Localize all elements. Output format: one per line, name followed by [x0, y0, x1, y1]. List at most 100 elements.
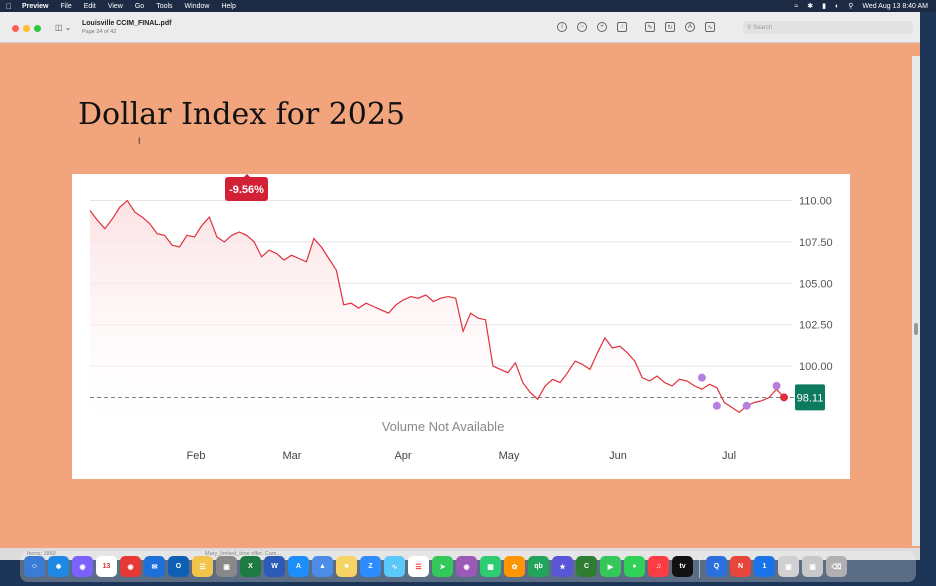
markup-pen-icon[interactable]: ✎ [645, 22, 655, 32]
zoom-in-icon[interactable]: + [597, 22, 607, 32]
dollar-index-chart: 110.00 107.50 105.00 102.50 100.00 98.11 -9.56… [72, 174, 850, 479]
calendar-icon[interactable]: 13 [96, 556, 117, 577]
downloads-stack-icon[interactable]: ▣ [778, 556, 799, 577]
annotate-icon[interactable]: A [685, 22, 695, 32]
volume-note: Volume Not Available [382, 419, 505, 434]
menu-bar:  Preview File Edit View Go Tools Window… [0, 0, 936, 12]
mail-icon[interactable]: ✉ [144, 556, 165, 577]
numbers-icon[interactable]: ▦ [480, 556, 501, 577]
facetime-icon[interactable]: ▶ [600, 556, 621, 577]
reminders-icon[interactable]: ☰ [408, 556, 429, 577]
items-count: Items: 1869 [27, 551, 56, 557]
menu-tools[interactable]: Tools [150, 2, 172, 10]
y-tick-label: 107.50 [799, 237, 833, 249]
document-title: Louisville CCIM_FINAL.pdf [82, 20, 172, 27]
freeform-icon[interactable]: ∿ [384, 556, 405, 577]
battery-icon[interactable]: ▮ [822, 3, 826, 10]
series-line [89, 199, 785, 414]
podcasts-icon[interactable]: ◉ [456, 556, 477, 577]
x-tick-label: May [499, 450, 520, 462]
zoom-window-button[interactable] [34, 25, 41, 32]
trash-icon[interactable]: ⌫ [826, 556, 847, 577]
search-icon: ⚲ [747, 25, 754, 31]
pdf-page[interactable]: Dollar Index for 2025 I 110.00 107.50 105.… [10, 43, 912, 536]
bluetooth-icon[interactable]: ✱ [807, 3, 814, 10]
apple-tv-icon[interactable]: tv [672, 556, 693, 577]
excel-icon[interactable]: X [240, 556, 261, 577]
siri-icon[interactable]: ◉ [72, 556, 93, 577]
text-cursor-icon: I [138, 136, 141, 146]
1password-icon[interactable]: 1 [754, 556, 775, 577]
y-tick-label: 110.00 [799, 196, 832, 208]
quickbooks-icon[interactable]: qb [528, 556, 549, 577]
vertical-scrollbar[interactable] [912, 56, 920, 546]
menu-edit[interactable]: Edit [77, 2, 96, 10]
x-tick-label: Jul [722, 450, 736, 462]
preview-window: ◫ ⌄ Louisville CCIM_FINAL.pdf Page 24 of… [0, 12, 920, 560]
preview-app-icon[interactable]: ▣ [216, 556, 237, 577]
event-marker [697, 373, 706, 382]
safari-icon[interactable]: ✹ [48, 556, 69, 577]
series-area [90, 200, 784, 424]
zoom-out-icon[interactable]: − [577, 22, 587, 32]
y-tick-label: 102.50 [799, 320, 833, 332]
x-tick-label: Feb [187, 450, 206, 462]
event-marker [742, 401, 751, 410]
menu-go[interactable]: Go [128, 2, 144, 10]
dock-separator [699, 555, 700, 578]
page-title: Dollar Index for 2025 [78, 97, 406, 132]
menu-view[interactable]: View [101, 2, 123, 10]
keynote-icon[interactable]: ▲ [312, 556, 333, 577]
search-field[interactable]: ⚲ Search [743, 21, 913, 34]
finder-icon[interactable]: ☺ [24, 556, 45, 577]
menu-window[interactable]: Window [178, 2, 210, 10]
music-icon[interactable]: ♫ [648, 556, 669, 577]
y-tick-label: 100.00 [799, 361, 833, 373]
change-badge-label: -9.56% [229, 184, 264, 196]
menu-app-name[interactable]: Preview [16, 2, 48, 10]
photos-icon[interactable]: ✿ [504, 556, 525, 577]
wifi-icon[interactable]: ≈ [794, 2, 799, 10]
x-tick-label: Apr [394, 450, 411, 462]
x-tick-label: Jun [609, 450, 627, 462]
notes-icon[interactable]: ☰ [192, 556, 213, 577]
documents-stack-icon[interactable]: ▣ [802, 556, 823, 577]
rotate-icon[interactable]: ↻ [665, 22, 675, 32]
close-window-button[interactable] [12, 25, 19, 32]
event-marker [772, 381, 781, 390]
menubar-clock[interactable]: Wed Aug 13 8:40 AM [862, 2, 928, 10]
menu-help[interactable]: Help [215, 2, 235, 10]
status-file-text: Mary_limited_time offer. Cam... [205, 551, 282, 557]
word-icon[interactable]: W [264, 556, 285, 577]
camtasia-icon[interactable]: C [576, 556, 597, 577]
sign-icon[interactable]: ∿ [705, 22, 715, 32]
app-store-icon[interactable]: A [288, 556, 309, 577]
current-value-label: 98.11 [797, 392, 824, 404]
news-icon[interactable]: N [730, 556, 751, 577]
stickies-icon[interactable]: ■ [336, 556, 357, 577]
scrollbar-thumb[interactable] [914, 323, 918, 335]
last-point-marker [780, 393, 788, 402]
imovie-icon[interactable]: ★ [552, 556, 573, 577]
sidebar-toggle-icon[interactable]: ◫ ⌄ [55, 23, 72, 32]
info-icon[interactable]: i [557, 22, 567, 32]
apple-menu-icon[interactable]:  [6, 2, 12, 11]
minimize-window-button[interactable] [23, 25, 30, 32]
dock: ☺ ✹ ◉ 13 ◉ ✉ O ☰ ▣ X W A ▲ ■ Z ∿ ☰ ➤ ◉ ▦… [20, 551, 916, 582]
outlook-icon[interactable]: O [168, 556, 189, 577]
quicktime-icon[interactable]: Q [706, 556, 727, 577]
menu-file[interactable]: File [54, 2, 71, 10]
maps-icon[interactable]: ➤ [432, 556, 453, 577]
control-center-icon[interactable]: ◐ [834, 2, 840, 10]
chart-svg: 110.00 107.50 105.00 102.50 100.00 98.11 -9.56… [89, 174, 833, 462]
share-icon[interactable]: ↑ [617, 22, 627, 32]
window-toolbar: ◫ ⌄ Louisville CCIM_FINAL.pdf Page 24 of… [0, 12, 920, 43]
spotlight-search-icon[interactable]: ⚲ [848, 3, 854, 10]
zoom-icon[interactable]: Z [360, 556, 381, 577]
messages-icon[interactable]: ● [624, 556, 645, 577]
document-page-indicator: Page 24 of 42 [82, 29, 117, 35]
change-badge [225, 177, 268, 201]
chrome-icon[interactable]: ◉ [120, 556, 141, 577]
y-tick-label: 105.00 [799, 278, 833, 290]
x-tick-label: Mar [283, 450, 302, 462]
